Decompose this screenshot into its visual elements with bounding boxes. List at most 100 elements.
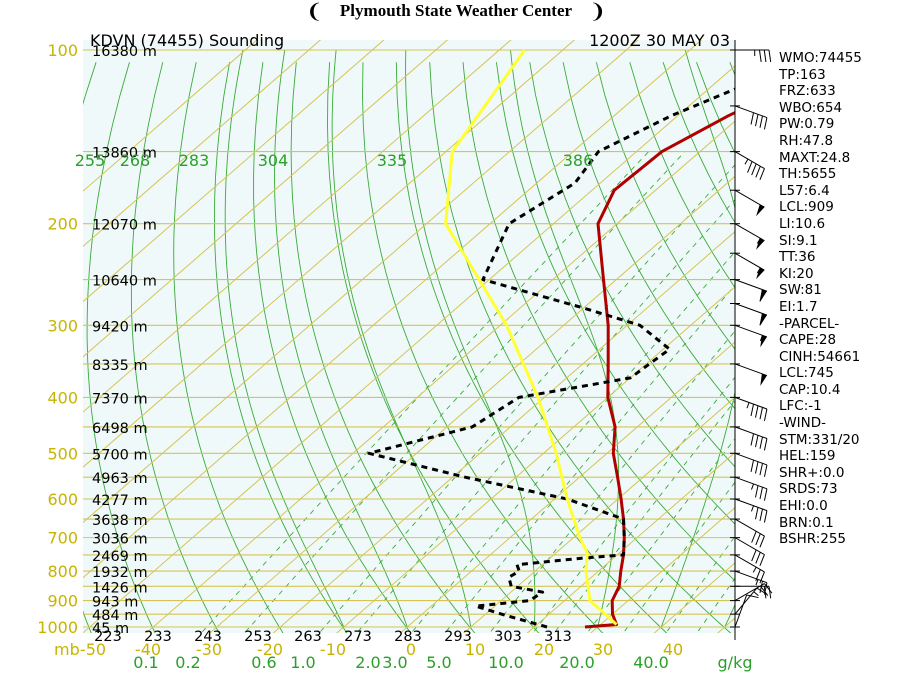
- theta-bottom-label: 303: [494, 629, 522, 645]
- isotherm-line: [463, 396, 735, 633]
- wind-barb-flag: [763, 49, 767, 63]
- wind-barb-flag: [768, 49, 772, 63]
- left-ornament-icon: ❨: [306, 0, 323, 23]
- station-label: KDVN (74455) Sounding: [90, 31, 284, 50]
- wind-barb-half-flag: [756, 238, 761, 244]
- height-label: 4277 m: [92, 493, 148, 509]
- height-label: 7370 m: [92, 391, 148, 407]
- wind-barb-half-flag: [756, 267, 761, 274]
- pressure-level-label: 900: [47, 592, 78, 611]
- theta-top-label: 255: [75, 151, 106, 170]
- mixing-ratio-label: 40.0: [633, 653, 669, 672]
- index-line: SW:81: [779, 282, 822, 299]
- page-title: Plymouth State Weather Center: [339, 1, 573, 20]
- wind-barb: [734, 570, 768, 584]
- wind-barb-flag: [755, 435, 759, 448]
- index-line: CINH:54661: [779, 348, 861, 365]
- isotherm-line: [83, 65, 735, 633]
- isotherm-line: [83, 40, 322, 248]
- height-label: 943 m: [92, 595, 138, 611]
- wind-barb-flag: [763, 488, 768, 501]
- wind-barb-flag: [763, 464, 768, 477]
- dry-adiabat-line: [173, 62, 284, 633]
- index-line: -WIND-: [779, 415, 827, 432]
- wind-barb-flag: [763, 438, 768, 451]
- wind-barb-flag: [755, 552, 761, 564]
- wind-barb-flag: [755, 485, 759, 498]
- mixing-ratio-label: 5.0: [426, 653, 451, 672]
- height-label: 8335 m: [92, 358, 148, 374]
- index-line: WBO:654: [779, 99, 843, 116]
- height-label: 1426 m: [92, 580, 148, 596]
- wind-barb-flag: [758, 49, 762, 63]
- wind-barb-flag: [759, 436, 763, 449]
- isotherm-line: [399, 341, 735, 633]
- pressure-level-label: 400: [47, 388, 78, 407]
- isotherm-line: [526, 451, 735, 633]
- wind-barb-flag: [759, 508, 763, 521]
- dry-adiabat-line: [429, 62, 732, 633]
- height-label: 5700 m: [92, 447, 148, 463]
- banner: ❨ Plymouth State Weather Center ❩: [0, 0, 912, 22]
- dry-adiabat-line: [253, 62, 412, 633]
- wind-barb-flag: [750, 433, 755, 446]
- temperature-tick-label: 0: [406, 640, 416, 659]
- height-label: 16380 m: [92, 44, 157, 60]
- wind-barb-pennant: [756, 267, 765, 280]
- temperature-tick-label: 30: [593, 640, 613, 659]
- index-line: RH:47.8: [779, 132, 834, 149]
- wind-barb-flag: [751, 531, 757, 543]
- index-line: CAPE:28: [779, 332, 837, 349]
- isotherm-line: [83, 40, 385, 303]
- index-line: SRDS:73: [779, 481, 838, 498]
- wind-barb-flag: [759, 554, 765, 567]
- index-line: -PARCEL-: [779, 315, 840, 332]
- wind-barb-half-flag: [751, 483, 755, 490]
- theta-bottom-label: 293: [444, 629, 472, 645]
- wind-barb-flag: [759, 407, 763, 420]
- height-label: 6498 m: [92, 421, 148, 437]
- index-line: BSHR:255: [779, 531, 847, 548]
- mixing-ratio-label: 20.0: [559, 653, 595, 672]
- pressure-units-label: mb: [54, 640, 80, 659]
- wind-barb: [734, 426, 768, 440]
- wind-barb-pennant: [760, 335, 767, 348]
- wind-barb-flag: [759, 168, 765, 181]
- height-label: 3638 m: [92, 513, 148, 529]
- wind-barb-flag: [763, 582, 768, 595]
- wind-barb-flag: [746, 594, 759, 599]
- index-line: KI:20: [779, 265, 814, 282]
- dry-adiabat-line: [562, 62, 735, 410]
- index-line: PW:0.79: [779, 116, 835, 133]
- height-label: 12070 m: [92, 218, 157, 234]
- wind-barb: [734, 594, 748, 628]
- index-line: TP:163: [779, 66, 826, 83]
- temperature-tick-label: 10: [465, 640, 485, 659]
- wind-barb-flag: [759, 535, 765, 548]
- dry-adiabat-line: [529, 62, 735, 468]
- theta-bottom-label: 253: [244, 629, 272, 645]
- wind-barb: [734, 498, 768, 512]
- pressure-level-label: 500: [47, 444, 78, 463]
- isotherm-line: [83, 40, 639, 524]
- pressure-level-label: 200: [47, 215, 78, 234]
- wind-barb-flag: [751, 549, 757, 562]
- mixing-ratio-label: 0.2: [175, 653, 200, 672]
- wind-barbs: [730, 40, 773, 640]
- index-line: BRN:0.1: [779, 514, 834, 531]
- index-line: CAP:10.4: [779, 381, 841, 398]
- dry-adiabat-line: [130, 62, 220, 633]
- theta-bottom-label: 273: [344, 629, 372, 645]
- index-line: SI:9.1: [779, 232, 818, 249]
- index-line: LFC:-1: [779, 398, 822, 415]
- mixing-ratio-label: 0.1: [133, 653, 158, 672]
- index-line: L57:6.4: [779, 182, 830, 199]
- wind-barb-flag: [759, 580, 763, 594]
- wind-barb: [734, 452, 768, 466]
- pressure-level-label: 1000: [37, 618, 78, 637]
- wind-barb: [734, 324, 768, 338]
- wind-barb: [734, 279, 768, 292]
- mixing-ratio-units-label: g/kg: [718, 653, 753, 672]
